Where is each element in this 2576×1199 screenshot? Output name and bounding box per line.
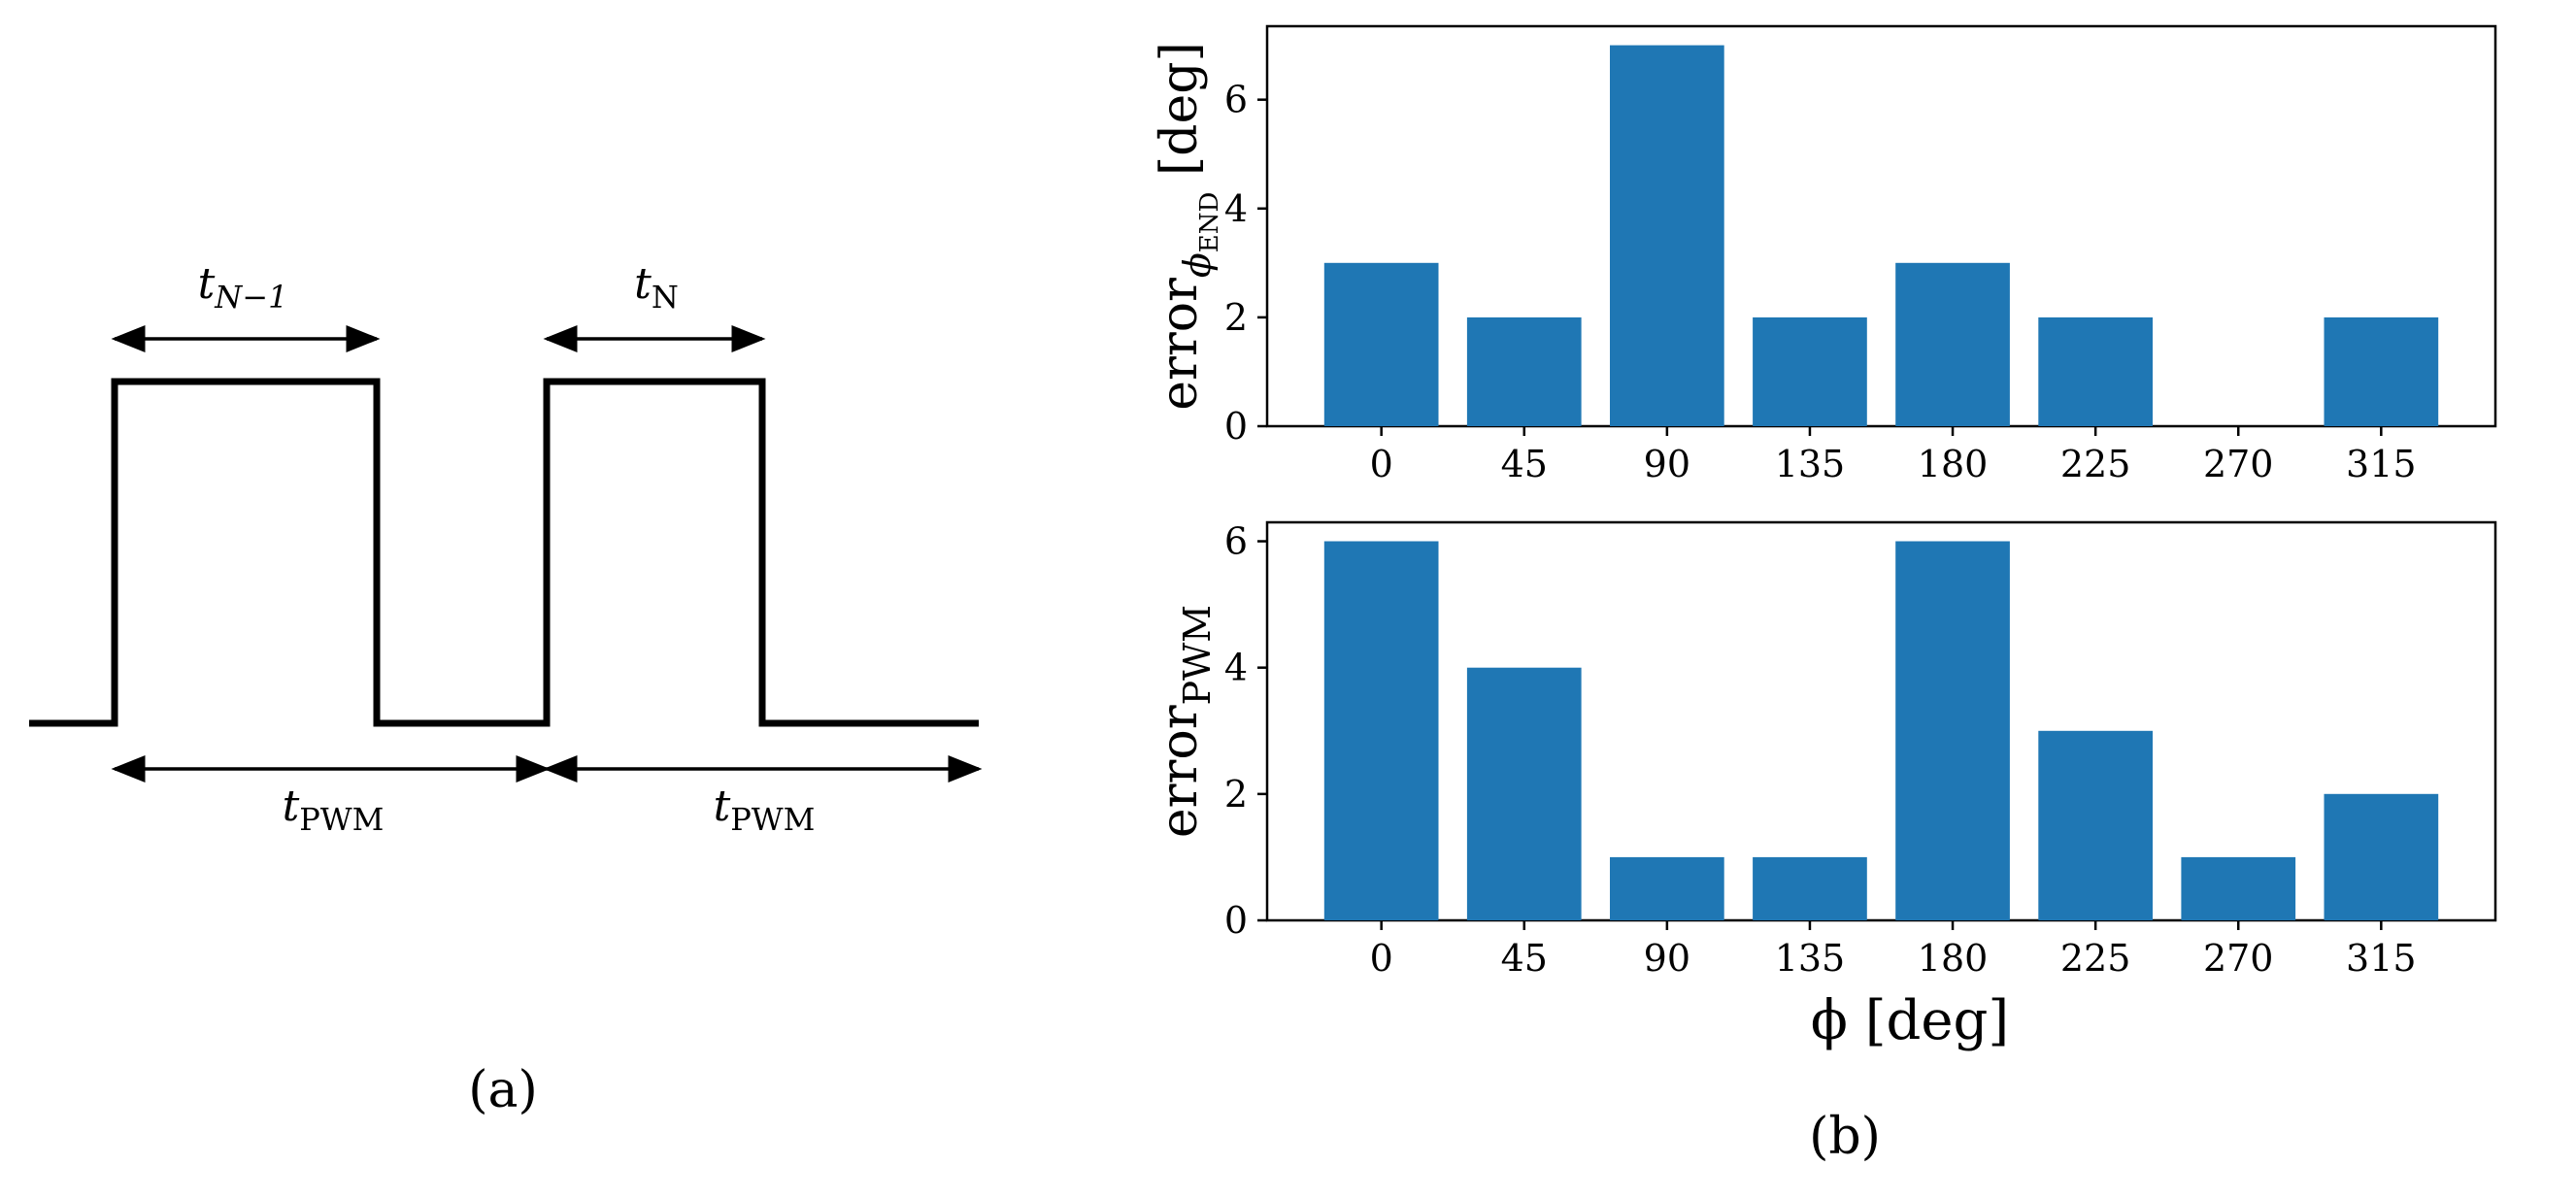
chart-1-frame	[1265, 24, 2497, 428]
y-tick-label: 4	[1224, 187, 1248, 230]
bar-0	[1323, 262, 1439, 426]
t-pwm-label-2: tPWM	[714, 782, 816, 838]
bar-135	[1753, 316, 1867, 426]
bar-135	[1753, 856, 1867, 920]
bar-45	[1466, 316, 1582, 426]
x-tick-label: 90	[1644, 937, 1690, 980]
x-tick-label: 135	[1775, 937, 1846, 980]
t-prev-label: tN−1	[198, 259, 288, 316]
panel-a-caption: (a)	[468, 1061, 538, 1119]
x-tick-label: 315	[2346, 937, 2417, 980]
chart-2-frame	[1265, 520, 2497, 922]
bar-90	[1610, 856, 1724, 920]
bar-270	[2181, 856, 2296, 920]
bar-180	[1895, 541, 2010, 920]
chart-error-pwm: 0 2 4 6 0 45 90 135 180 225 270 315 errorPWM	[1151, 520, 2497, 980]
x-tick-label: 225	[2060, 443, 2131, 485]
x-tick-label: 180	[1918, 937, 1989, 980]
bar-90	[1610, 45, 1724, 426]
chart-2-ylabel: errorPWM	[1151, 605, 1219, 838]
x-axis-label: ϕ [deg]	[1811, 989, 2010, 1052]
x-tick-label: 315	[2346, 443, 2417, 485]
x-tick-label: 135	[1775, 443, 1846, 485]
pwm-diagram: tN−1 tN tPWM tPWM (a)	[29, 259, 983, 1119]
y-tick-label: 4	[1224, 647, 1248, 689]
bar-315	[2324, 793, 2439, 920]
x-tick-label: 0	[1370, 443, 1393, 485]
bar-45	[1466, 667, 1582, 920]
chart-1-ylabel: errorϕEND [deg]	[1151, 42, 1224, 411]
chart-error-phi-end: 0 2 4 6 0 45 90 135 180 225 270 315 errorϕEND [deg…	[1151, 24, 2497, 485]
y-tick-label: 6	[1224, 79, 1248, 121]
x-tick-label: 45	[1501, 937, 1548, 980]
x-tick-label: 0	[1370, 937, 1393, 980]
x-tick-label: 270	[2203, 443, 2274, 485]
x-tick-label: 90	[1644, 443, 1690, 485]
x-tick-label: 45	[1501, 443, 1548, 485]
y-tick-label: 6	[1224, 520, 1248, 563]
x-tick-label: 225	[2060, 937, 2131, 980]
bar-315	[2324, 316, 2439, 426]
t-curr-label: tN	[634, 259, 679, 316]
bar-180	[1895, 262, 2010, 426]
panel-b-caption: (b)	[1809, 1108, 1881, 1166]
t-pwm-label-1: tPWM	[283, 782, 385, 838]
x-tick-label: 270	[2203, 937, 2274, 980]
y-tick-label: 0	[1224, 405, 1248, 448]
y-tick-label: 2	[1224, 773, 1248, 816]
pwm-waveform	[29, 378, 979, 727]
x-tick-label: 180	[1918, 443, 1989, 485]
bar-225	[2038, 316, 2153, 426]
bar-0	[1323, 541, 1439, 920]
y-tick-label: 0	[1224, 899, 1248, 942]
y-tick-label: 2	[1224, 296, 1248, 339]
bar-225	[2038, 730, 2153, 920]
